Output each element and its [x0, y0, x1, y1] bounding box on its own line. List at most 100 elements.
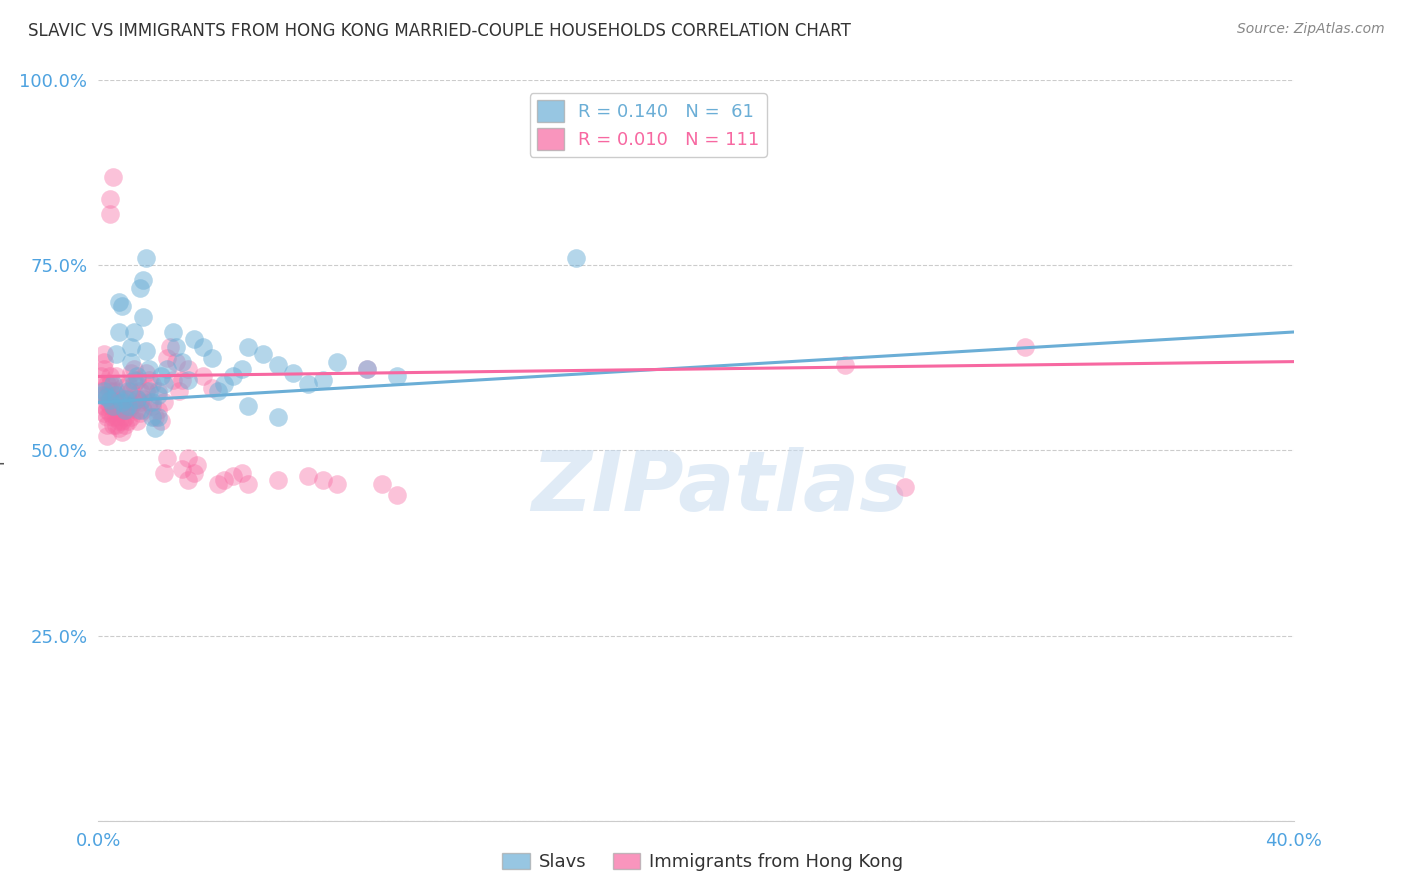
Point [96, 417, 118, 432]
Point [207, 476, 229, 491]
Point [132, 273, 155, 287]
Point [114, 402, 136, 417]
Point [98, 206, 122, 220]
Point [565, 251, 588, 265]
Point [108, 399, 131, 413]
Point [1014, 340, 1036, 354]
Point [103, 384, 125, 399]
Point [267, 359, 290, 373]
Point [98, 392, 122, 406]
Point [186, 458, 208, 473]
Point [191, 369, 214, 384]
Point [148, 410, 170, 425]
Point [114, 402, 136, 417]
Point [93, 388, 115, 402]
Point [201, 351, 224, 365]
Point [120, 354, 142, 368]
Point [127, 369, 149, 384]
Point [183, 332, 205, 346]
Point [96, 395, 118, 409]
Point [96, 376, 118, 391]
Point [212, 376, 235, 391]
Point [222, 369, 245, 384]
Point [103, 399, 125, 413]
Point [120, 384, 142, 399]
Y-axis label: Married-couple Households: Married-couple Households [0, 337, 6, 564]
Point [127, 373, 149, 387]
Point [150, 414, 173, 428]
Point [236, 399, 259, 413]
Point [141, 395, 163, 409]
Point [141, 399, 163, 413]
Point [148, 384, 170, 399]
Point [117, 392, 139, 406]
Point [124, 376, 146, 391]
Point [138, 384, 160, 399]
Point [103, 169, 125, 184]
Point [117, 402, 139, 417]
Point [172, 462, 194, 476]
Point [267, 410, 290, 425]
Point [385, 369, 409, 384]
Point [105, 410, 128, 425]
Point [135, 384, 157, 399]
Point [111, 299, 134, 313]
Point [177, 373, 200, 387]
Point [894, 480, 917, 494]
Point [165, 354, 187, 368]
Point [105, 369, 128, 384]
Point [93, 347, 115, 361]
Point [177, 473, 200, 487]
Point [111, 425, 134, 439]
Point [120, 340, 142, 354]
Point [117, 414, 139, 428]
Point [162, 373, 184, 387]
Point [108, 295, 131, 310]
Point [371, 476, 394, 491]
Point [124, 373, 146, 387]
Point [105, 384, 128, 399]
Point [138, 373, 160, 387]
Legend: Slavs, Immigrants from Hong Kong: Slavs, Immigrants from Hong Kong [495, 846, 911, 879]
Point [114, 395, 136, 409]
Point [281, 366, 304, 380]
Point [165, 340, 187, 354]
Point [129, 384, 152, 399]
Point [120, 399, 142, 413]
Point [90, 388, 112, 402]
Point [93, 354, 115, 368]
Point [138, 395, 160, 409]
Point [93, 362, 115, 376]
Point [108, 392, 131, 406]
Point [326, 476, 349, 491]
Point [231, 466, 253, 480]
Point [153, 466, 176, 480]
Point [96, 410, 118, 425]
Point [141, 376, 163, 391]
Point [93, 407, 115, 421]
Point [356, 362, 378, 376]
Point [108, 421, 131, 435]
Text: Source: ZipAtlas.com: Source: ZipAtlas.com [1237, 22, 1385, 37]
Point [297, 469, 319, 483]
Point [135, 343, 157, 358]
Point [98, 192, 122, 206]
Point [129, 395, 152, 409]
Point [135, 366, 157, 380]
Point [236, 340, 259, 354]
Point [252, 347, 274, 361]
Point [311, 473, 333, 487]
Point [127, 414, 149, 428]
Point [105, 395, 128, 409]
Point [132, 402, 155, 417]
Point [167, 384, 190, 399]
Point [150, 369, 173, 384]
Point [162, 325, 184, 339]
Point [103, 399, 125, 413]
Point [148, 402, 170, 417]
Point [105, 388, 128, 402]
Point [98, 407, 122, 421]
Point [108, 407, 131, 421]
Point [129, 407, 152, 421]
Point [98, 384, 122, 399]
